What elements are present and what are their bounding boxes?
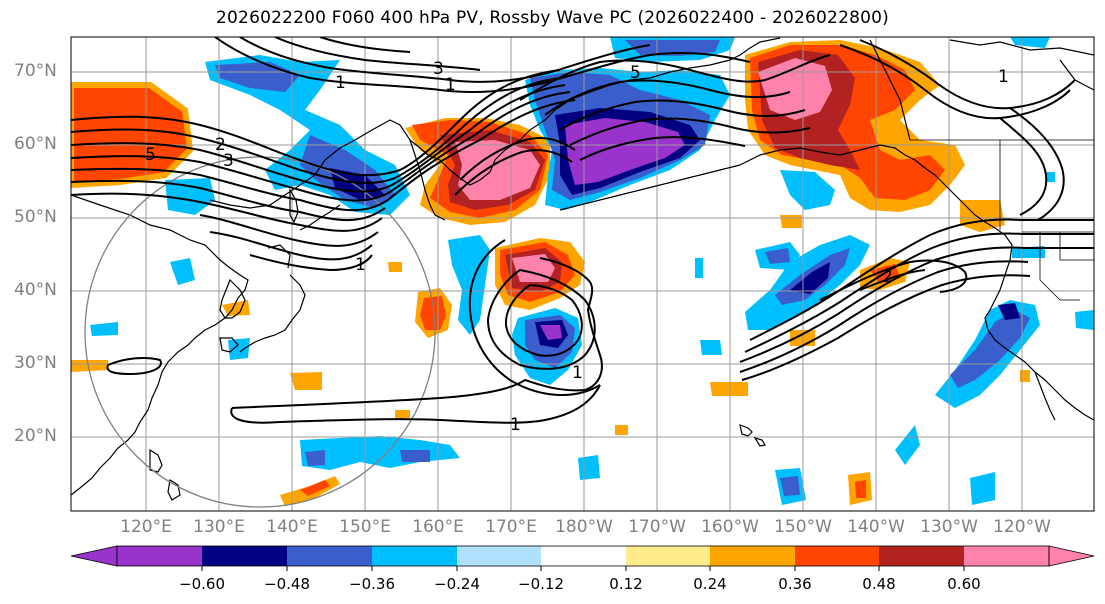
contour-label: 2 — [215, 135, 226, 155]
contour-label: 1 — [998, 67, 1009, 87]
lon-label: 130°E — [193, 517, 245, 537]
contour-label: 2 — [882, 267, 893, 287]
pv-contours — [71, 37, 1094, 424]
lon-label: 120°E — [120, 517, 172, 537]
pv-anomaly-fill — [71, 37, 1094, 506]
colorbar-tick-label: 0.12 — [609, 575, 643, 593]
contour-label: 1 — [510, 415, 521, 435]
lon-label: 150°W — [774, 517, 832, 537]
colorbar-tick-label: −0.24 — [434, 575, 480, 593]
contour-label: 1 — [355, 255, 366, 275]
map-title: 2026022200 F060 400 hPa PV, Rossby Wave … — [216, 8, 889, 28]
lon-label: 180°W — [555, 517, 613, 537]
lat-label: 70°N — [14, 61, 57, 81]
lat-label: 40°N — [14, 280, 57, 300]
contour-label: 1 — [572, 363, 583, 383]
contour-label: 1 — [335, 73, 346, 93]
anomaly-positive-core-kamchatka — [455, 140, 540, 200]
lon-label: 150°E — [339, 517, 391, 537]
anomaly-positive-core-alaska — [758, 58, 832, 120]
lat-label: 50°N — [14, 207, 57, 227]
colorbar-tick-label: 0.60 — [947, 575, 981, 593]
colorbar-tick-label: 0.24 — [693, 575, 727, 593]
colorbar-tick-label: −0.48 — [264, 575, 310, 593]
colorbar-extend-low — [70, 545, 118, 567]
lat-label: 20°N — [14, 426, 57, 446]
lon-label: 140°W — [847, 517, 905, 537]
lon-label: 170°W — [628, 517, 686, 537]
map-panel: 1 1 1 1 1 1 2 2 3 3 5 5 — [71, 37, 1094, 511]
contour-label: 5 — [630, 63, 641, 83]
colorbar-tick-label: 0.36 — [778, 575, 812, 593]
lon-label: 170°E — [485, 517, 537, 537]
contour-label: 3 — [223, 151, 234, 171]
lat-label: 60°N — [14, 134, 57, 154]
colorbar-tick-label: 0.48 — [862, 575, 896, 593]
colorbar-extend-high — [1048, 545, 1095, 567]
colorbar — [70, 545, 1095, 571]
colorbar-tick-label: −0.12 — [518, 575, 564, 593]
anomaly-positive-west — [71, 85, 190, 185]
colorbar-tick-label: −0.60 — [179, 575, 225, 593]
lon-label: 120°W — [993, 517, 1051, 537]
pv-contour-1-loop — [231, 257, 603, 409]
contour-label: 3 — [433, 59, 444, 79]
lon-label: 130°W — [920, 517, 978, 537]
contour-labels: 1 1 1 1 1 1 2 2 3 3 5 5 — [145, 59, 1009, 435]
lon-label: 160°E — [412, 517, 464, 537]
contour-label: 1 — [445, 75, 456, 95]
lat-label: 30°N — [14, 353, 57, 373]
colorbar-tick-label: −0.36 — [349, 575, 395, 593]
anomaly-negative-core-nw — [330, 168, 385, 200]
contour-label: 5 — [145, 145, 156, 165]
map-frame — [70, 36, 1095, 512]
lon-label: 140°E — [266, 517, 318, 537]
lon-label: 160°W — [701, 517, 759, 537]
